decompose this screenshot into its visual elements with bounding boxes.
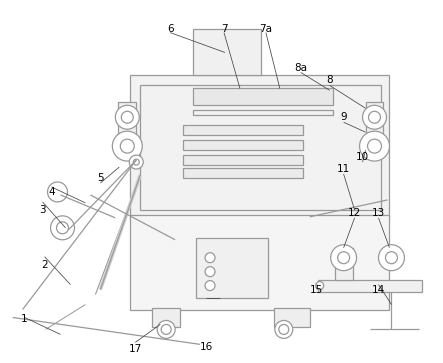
- Circle shape: [51, 216, 74, 240]
- Text: 7: 7: [221, 24, 227, 34]
- Bar: [196, 238, 268, 298]
- Circle shape: [338, 252, 350, 264]
- Bar: [130, 76, 389, 220]
- Circle shape: [385, 252, 397, 264]
- Text: 11: 11: [337, 164, 350, 174]
- Bar: [365, 102, 384, 157]
- Bar: [193, 29, 261, 76]
- Circle shape: [157, 321, 175, 338]
- Bar: [130, 215, 389, 310]
- Text: 8a: 8a: [294, 64, 307, 73]
- Bar: [334, 248, 353, 280]
- Text: 2: 2: [41, 260, 48, 270]
- Bar: [118, 102, 136, 157]
- Text: 13: 13: [372, 208, 385, 218]
- Bar: [152, 307, 180, 327]
- Circle shape: [129, 155, 143, 169]
- Circle shape: [362, 105, 386, 129]
- Bar: [193, 88, 333, 105]
- Circle shape: [279, 325, 289, 334]
- Circle shape: [205, 253, 215, 263]
- Text: 15: 15: [310, 285, 323, 295]
- Circle shape: [368, 139, 381, 153]
- Circle shape: [121, 111, 133, 123]
- Circle shape: [330, 245, 357, 271]
- Bar: [183, 155, 303, 165]
- Circle shape: [378, 245, 404, 271]
- Bar: [274, 307, 310, 327]
- Text: 10: 10: [356, 152, 369, 162]
- Bar: [183, 168, 303, 178]
- Circle shape: [57, 222, 69, 234]
- Circle shape: [369, 111, 381, 123]
- Text: 8: 8: [326, 76, 333, 85]
- Text: 14: 14: [372, 285, 385, 295]
- Circle shape: [161, 325, 171, 334]
- Bar: [193, 110, 333, 115]
- Text: 5: 5: [97, 173, 104, 183]
- Bar: [140, 85, 381, 210]
- Circle shape: [275, 321, 293, 338]
- Text: 7a: 7a: [259, 24, 272, 34]
- Circle shape: [133, 159, 139, 165]
- Circle shape: [120, 139, 134, 153]
- Text: 9: 9: [340, 112, 347, 122]
- Circle shape: [316, 282, 324, 290]
- Text: 12: 12: [348, 208, 361, 218]
- Circle shape: [113, 131, 142, 161]
- Text: 4: 4: [48, 187, 55, 197]
- Circle shape: [205, 267, 215, 277]
- Text: 17: 17: [128, 344, 142, 354]
- Bar: [183, 125, 303, 135]
- Bar: [318, 280, 422, 291]
- Circle shape: [47, 182, 67, 202]
- Text: 3: 3: [39, 205, 46, 215]
- Text: 16: 16: [199, 342, 213, 352]
- Text: 1: 1: [21, 314, 28, 325]
- Circle shape: [360, 131, 389, 161]
- Circle shape: [115, 105, 139, 129]
- Circle shape: [205, 281, 215, 290]
- Text: 6: 6: [167, 24, 174, 34]
- Bar: [183, 140, 303, 150]
